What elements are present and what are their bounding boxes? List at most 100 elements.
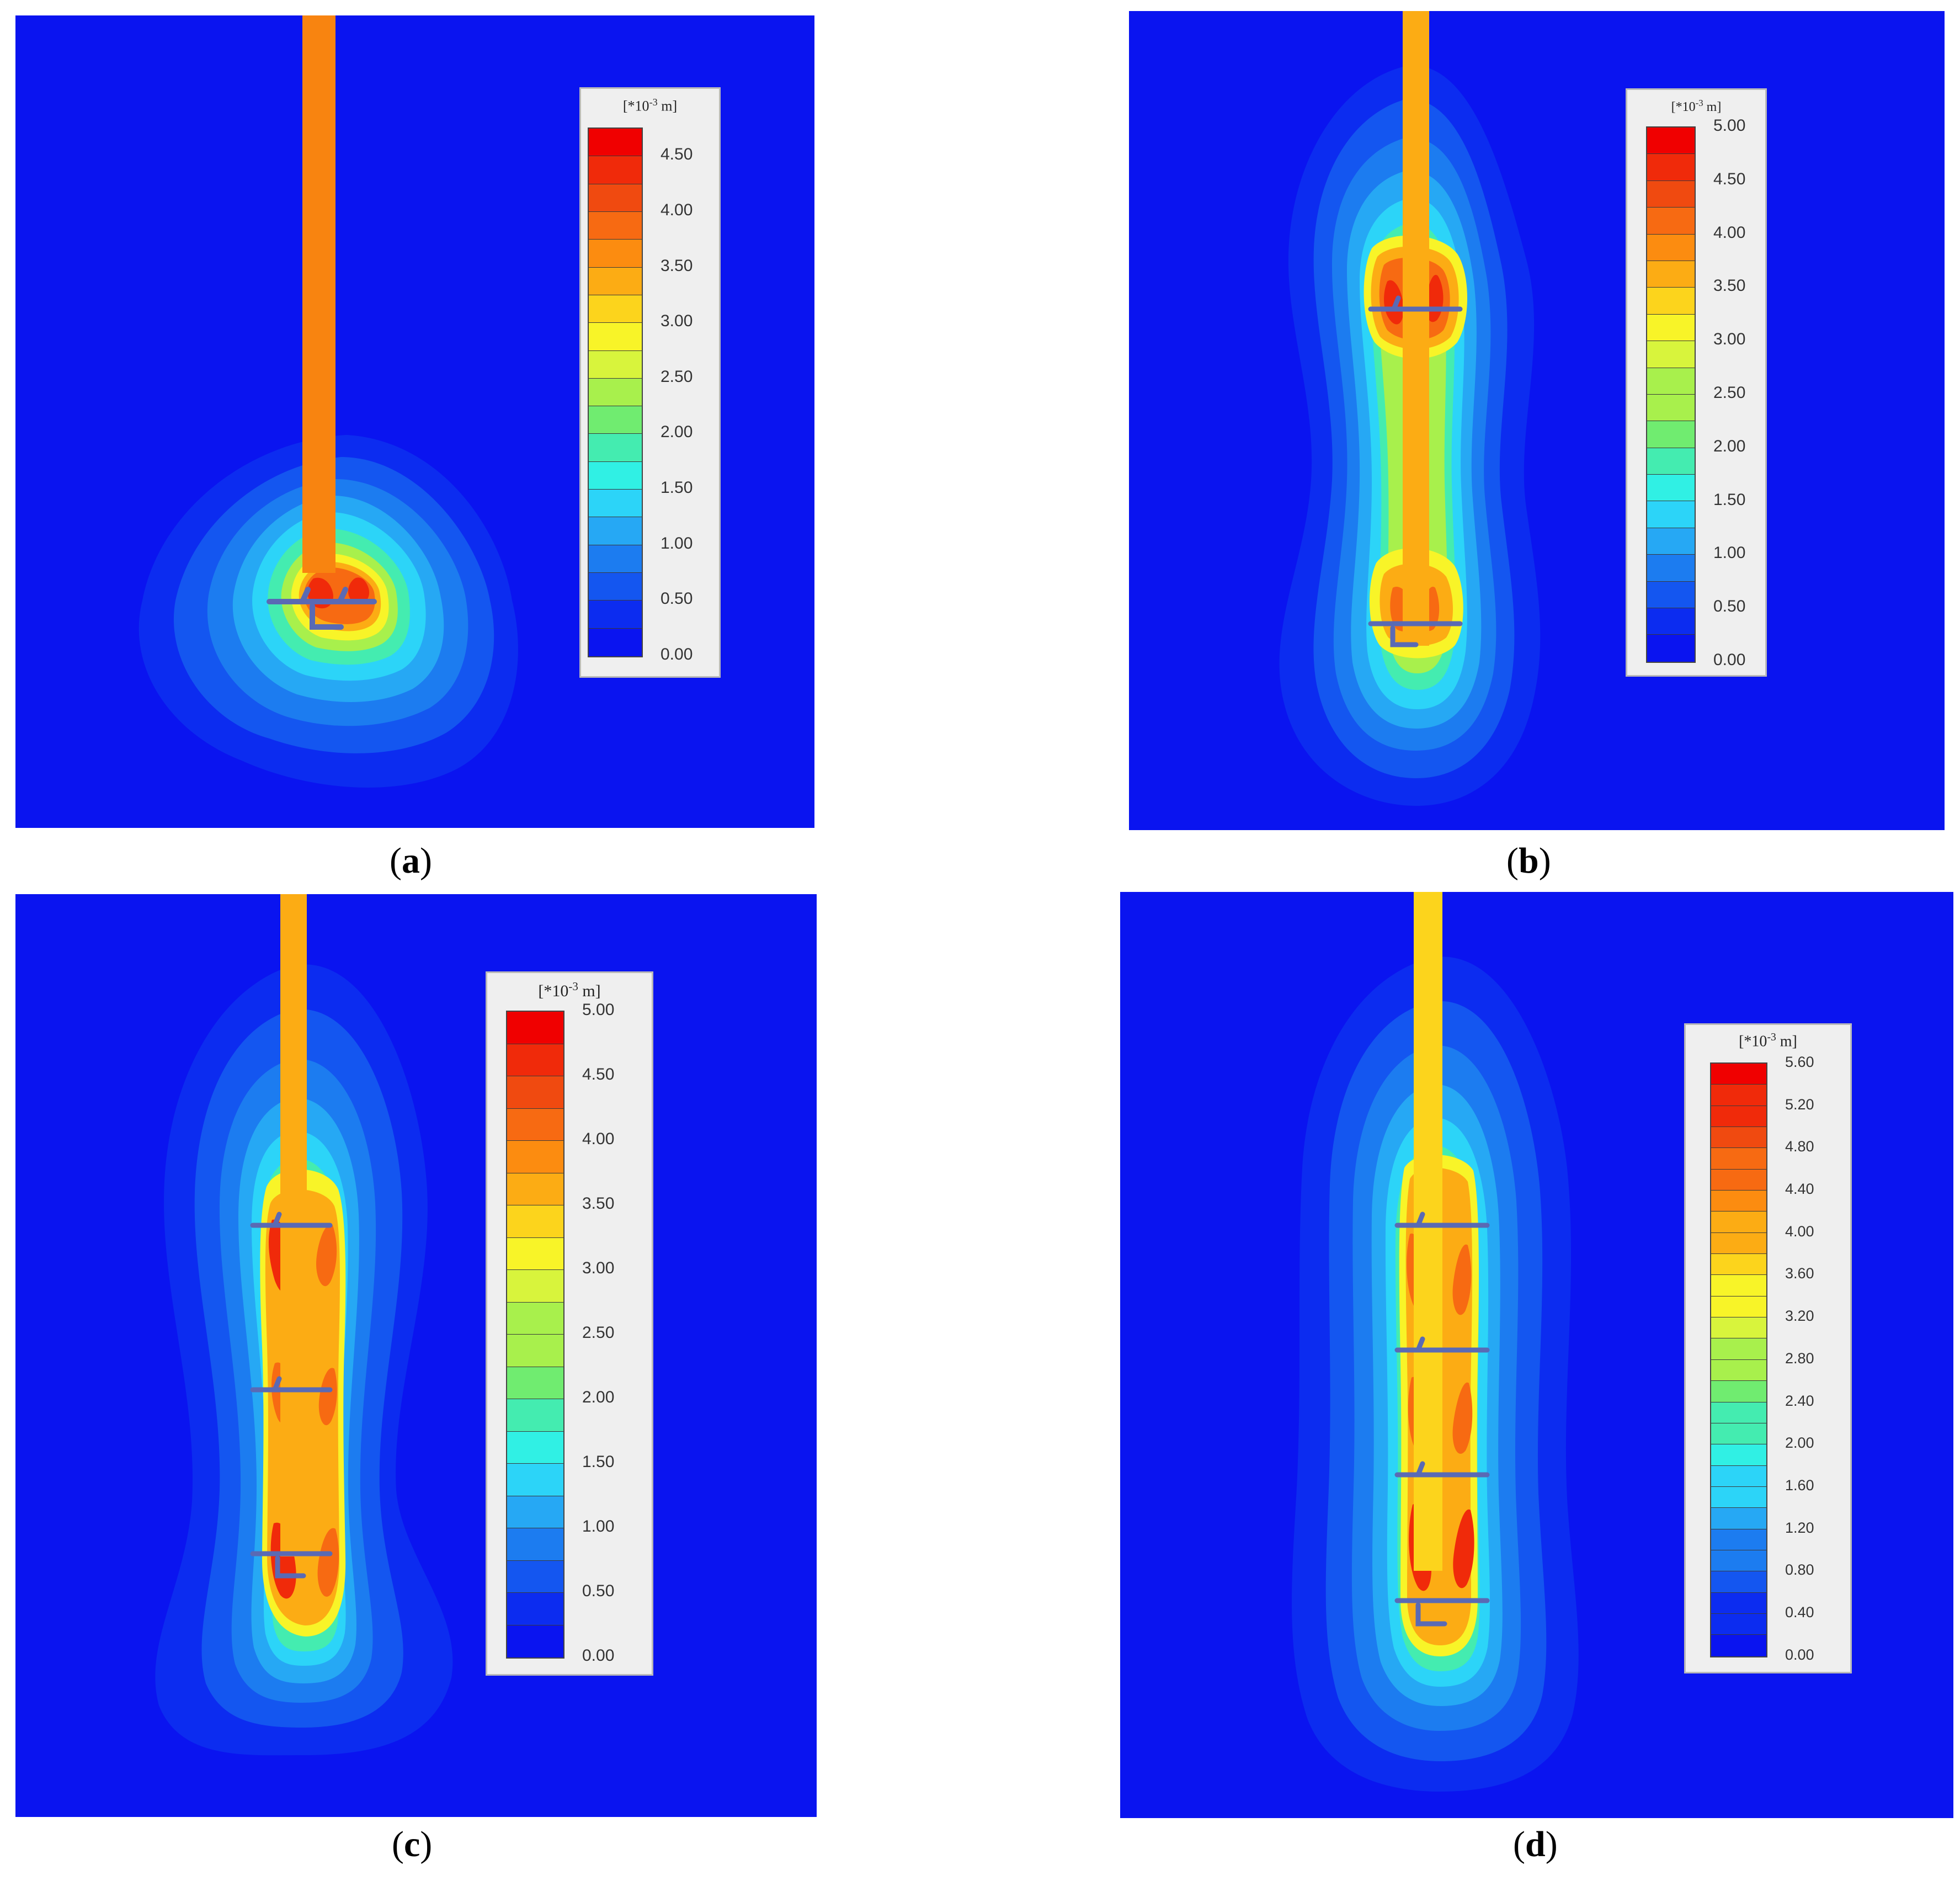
legend-tick-label: 2.00 [1785, 1434, 1814, 1452]
legend-color-cell [1647, 314, 1695, 342]
legend-tick-label: 0.00 [1785, 1646, 1814, 1663]
legend-tick-label: 5.00 [582, 1001, 615, 1019]
legend-unit-c: [*10-3 m] [538, 980, 601, 1000]
caption-d: (d) [1513, 1824, 1558, 1864]
legend-tick-label: 1.50 [582, 1453, 615, 1471]
legend-color-cell [1711, 1508, 1766, 1529]
legend-color-cell [589, 211, 642, 240]
legend-color-cell [507, 1399, 563, 1432]
legend-color-cell [1647, 448, 1695, 475]
legend-color-cell [1711, 1550, 1766, 1572]
anchor-plates [1394, 1212, 1490, 1627]
contour-plot-c [15, 894, 817, 1817]
legend-color-cell [1647, 581, 1695, 609]
legend-tick-label: 4.50 [661, 145, 693, 164]
legend-color-cell [1647, 421, 1695, 448]
legend-color-cell [1711, 1296, 1766, 1318]
legend-color-cell [507, 1108, 563, 1141]
legend-color-cell [1647, 261, 1695, 288]
legend-color-bar-b [1646, 126, 1696, 663]
legend-color-cell [1711, 1444, 1766, 1466]
legend-color-cell [1711, 1275, 1766, 1296]
legend-color-cell [1647, 635, 1695, 662]
legend-color-cell [1711, 1635, 1766, 1656]
legend-color-bar-c [506, 1011, 564, 1659]
caption-b: (b) [1506, 841, 1551, 881]
legend-tick-label: 1.50 [661, 479, 693, 497]
legend-color-cell [1711, 1571, 1766, 1593]
legend-color-cell [507, 1141, 563, 1173]
pile-shaft [1414, 892, 1442, 1571]
legend-color-cell [589, 129, 642, 157]
legend-color-cell [589, 323, 642, 351]
legend-color-cell [1711, 1465, 1766, 1487]
legend-tick-label: 5.60 [1785, 1053, 1814, 1070]
legend-tick-label: 2.40 [1785, 1392, 1814, 1409]
legend-color-cell [507, 1237, 563, 1270]
legend-color-cell [1647, 501, 1695, 528]
legend-color-cell [1711, 1423, 1766, 1445]
legend-color-cell [507, 1464, 563, 1496]
legend-color-cell [589, 434, 642, 462]
anchor-plates [250, 1212, 333, 1579]
legend-tick-label: 2.50 [661, 367, 693, 386]
panel-a: [*10-3 m] 4.50 4.00 3.50 3.00 2.50 2.00 1.50 1.… [15, 15, 814, 828]
legend-color-cell [589, 573, 642, 601]
legend-color-cell [589, 406, 642, 434]
legend-color-cell [589, 350, 642, 379]
legend-color-cell [1647, 341, 1695, 368]
plot-background [1129, 11, 1945, 830]
legend-color-cell [1711, 1486, 1766, 1508]
legend-color-cell [507, 1012, 563, 1044]
legend-color-cell [1711, 1529, 1766, 1550]
legend-color-cell [1647, 368, 1695, 395]
legend-color-cell [507, 1625, 563, 1657]
caption-c: (c) [392, 1824, 433, 1864]
color-legend-a: [*10-3 m] 4.50 4.00 3.50 3.00 2.50 2.00 1.50 1.… [579, 87, 721, 678]
legend-color-cell [589, 490, 642, 518]
legend-color-cell [507, 1302, 563, 1335]
legend-tick-label: 4.00 [1713, 223, 1746, 242]
legend-color-cell [507, 1205, 563, 1238]
legend-color-cell [507, 1044, 563, 1076]
legend-color-cell [1711, 1338, 1766, 1360]
legend-color-cell [1711, 1212, 1766, 1233]
contour-plot-b [1129, 11, 1945, 830]
legend-color-cell [589, 240, 642, 268]
legend-color-cell [1647, 394, 1695, 422]
legend-tick-label: 0.50 [1713, 597, 1746, 616]
legend-color-cell [589, 295, 642, 323]
legend-tick-label: 0.00 [1713, 651, 1746, 669]
legend-color-cell [1647, 475, 1695, 502]
legend-tick-label: 3.50 [661, 256, 693, 275]
legend-color-cell [589, 184, 642, 212]
legend-color-cell [589, 267, 642, 295]
legend-tick-label: 1.00 [582, 1517, 615, 1535]
pile-shaft [1403, 11, 1429, 646]
legend-tick-label: 4.80 [1785, 1138, 1814, 1155]
legend-tick-label: 2.80 [1785, 1349, 1814, 1367]
legend-color-cell [1647, 608, 1695, 635]
legend-tick-label: 3.60 [1785, 1265, 1814, 1282]
legend-color-cell [1647, 180, 1695, 208]
legend-tick-label: 3.00 [582, 1259, 615, 1277]
legend-tick-label: 2.00 [661, 423, 693, 442]
legend-color-cell [507, 1593, 563, 1625]
color-legend-c: [*10-3 m] 5.00 4.50 4.00 3.50 3.00 2.50 2.00 1.… [486, 971, 653, 1676]
legend-unit-b: [*10-3 m] [1671, 98, 1722, 114]
legend-color-cell [507, 1496, 563, 1528]
legend-color-cell [1647, 528, 1695, 555]
legend-color-cell [589, 601, 642, 629]
legend-tick-label: 0.00 [582, 1646, 615, 1665]
legend-tick-label: 1.60 [1785, 1476, 1814, 1494]
legend-color-cell [1647, 234, 1695, 261]
legend-color-cell [507, 1528, 563, 1561]
legend-color-cell [1711, 1402, 1766, 1423]
legend-color-cell [1647, 208, 1695, 235]
anchor-plates [1368, 295, 1463, 647]
legend-tick-label: 4.00 [1785, 1223, 1814, 1240]
legend-color-cell [507, 1076, 563, 1109]
legend-color-cell [1711, 1317, 1766, 1339]
legend-color-cell [1711, 1106, 1766, 1128]
color-legend-b: [*10-3 m] 5.00 4.50 4.00 3.50 3.00 2.50 2.00 1.… [1626, 88, 1767, 677]
